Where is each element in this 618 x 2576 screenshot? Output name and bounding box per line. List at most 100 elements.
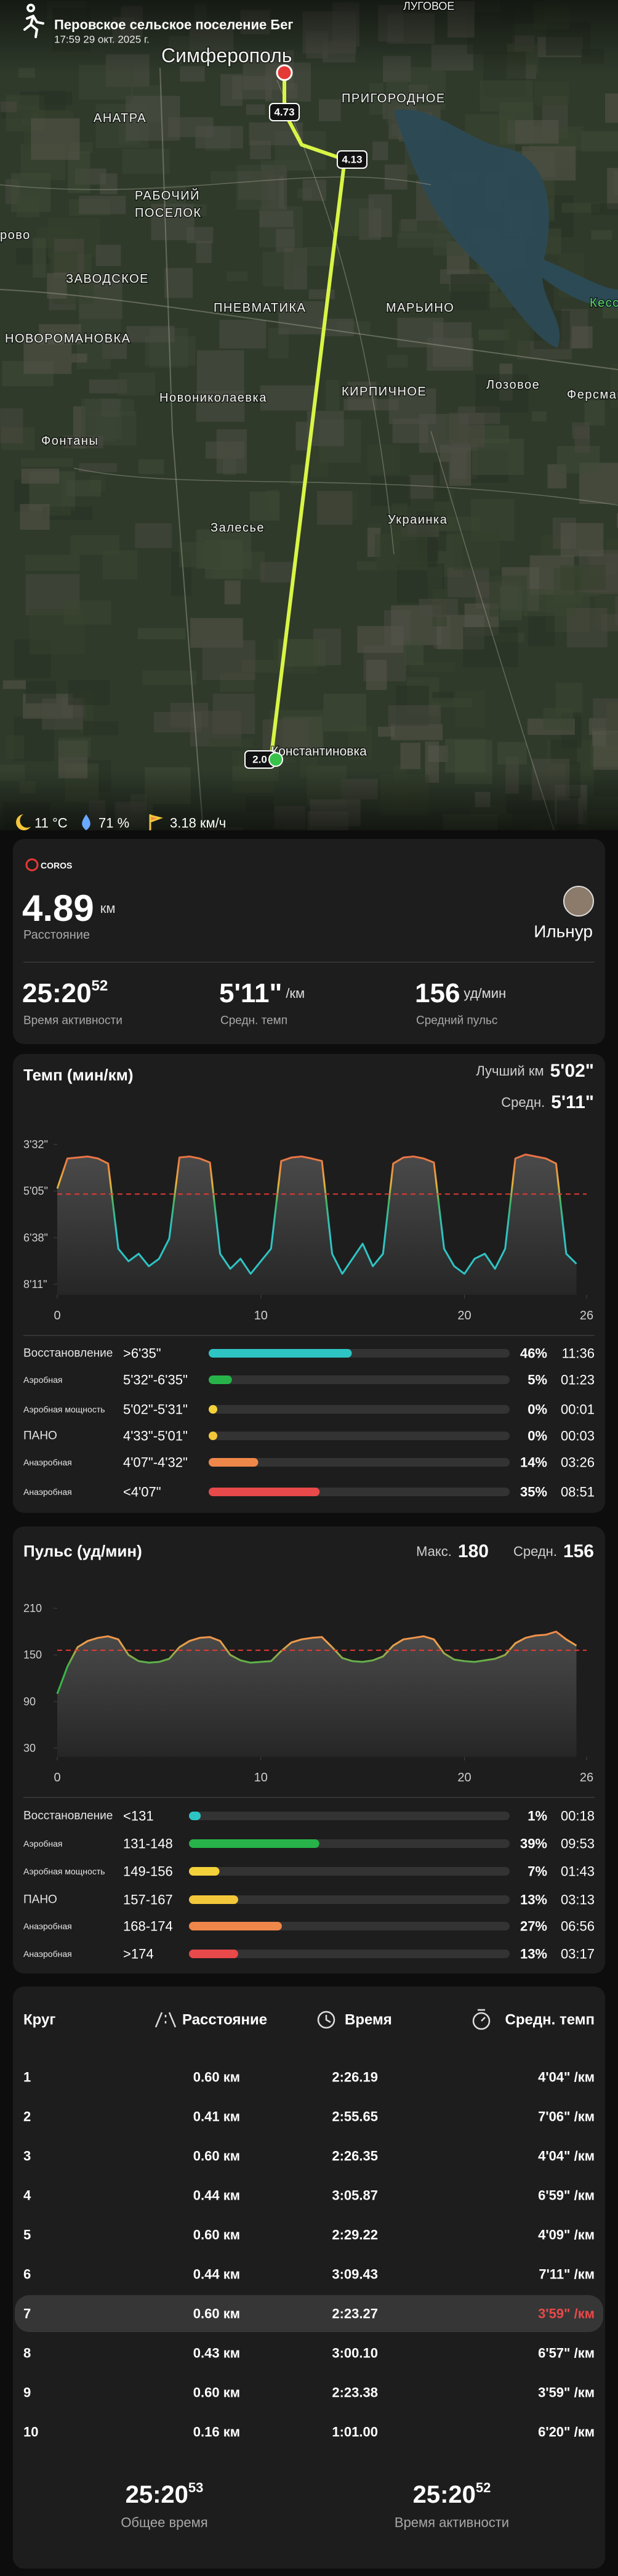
- map-terrain: [607, 168, 618, 209]
- zone-percent: 0%: [528, 1402, 547, 1417]
- lap-number: 9: [23, 2385, 31, 2400]
- active-time-fraction: 52: [92, 978, 108, 994]
- lap-distance: 0.44 км: [193, 2267, 240, 2282]
- zone-range: 5'02"-5'31": [123, 1402, 188, 1417]
- data-line: [56, 1153, 577, 1275]
- zone-time: 09:53: [561, 1836, 595, 1852]
- finish-marker: [268, 752, 283, 767]
- lap-distance: 0.43 км: [193, 2346, 240, 2361]
- map-terrain: [584, 400, 605, 426]
- map-terrain: [431, 698, 473, 708]
- laps-header: Время: [345, 2012, 392, 2028]
- road: [0, 176, 431, 190]
- zone-name: Анаэробная: [23, 1949, 72, 1959]
- map-terrain: [6, 735, 25, 759]
- map-label: КИРПИЧНОЕ: [342, 385, 427, 399]
- zone-name: Анаэробная: [23, 1487, 72, 1497]
- map-terrain: [63, 435, 103, 449]
- lap-pace: 4'04" /км: [538, 2070, 595, 2085]
- map-terrain: [266, 490, 279, 514]
- map-terrain: [455, 690, 485, 727]
- zone-range: >6'35": [123, 1346, 161, 1361]
- x-tick-label: 26: [580, 1771, 593, 1784]
- map-terrain: [374, 533, 428, 570]
- lap-number: 8: [23, 2346, 31, 2361]
- map-terrain: [49, 251, 78, 272]
- road: [430, 431, 555, 830]
- lap-time: 1:01.00: [332, 2424, 378, 2440]
- lap-distance: 0.60 км: [193, 2385, 240, 2400]
- weather-humidity: 71 %: [98, 816, 129, 831]
- zone-time: 00:18: [561, 1808, 595, 1824]
- map-terrain: [475, 374, 529, 413]
- y-tick-label: 3'32": [23, 1138, 48, 1151]
- map-terrain: [260, 562, 295, 583]
- avatar: [563, 886, 594, 917]
- lap-pace: 4'09" /км: [538, 2227, 595, 2243]
- lap-distance: 0.60 км: [193, 2306, 240, 2322]
- active-time-fraction: 52: [476, 2480, 491, 2495]
- map-label: ЛУГОВОЕ: [403, 0, 454, 12]
- route-marker-label: 4.13: [342, 154, 362, 166]
- map-terrain: [81, 399, 122, 439]
- map-terrain: [0, 408, 23, 444]
- road: [0, 289, 618, 370]
- avg-pace-unit: /км: [286, 986, 305, 1001]
- lap-distance: 0.60 км: [193, 2070, 240, 2085]
- lap-pace: 3'59" /км: [538, 2306, 595, 2322]
- map-terrain: [212, 694, 255, 734]
- map-terrain: [387, 355, 408, 368]
- lap-number: 7: [23, 2306, 31, 2322]
- zone-time: 03:26: [561, 1455, 595, 1470]
- map-terrain: [79, 463, 118, 472]
- distance-label: Расстояние: [23, 928, 90, 942]
- map-terrain: [196, 240, 212, 264]
- map-terrain: [593, 698, 618, 732]
- map-terrain: [561, 203, 600, 213]
- map-label: Новониколаевка: [159, 391, 267, 405]
- map-label: ПРИГОРОДНОЕ: [342, 92, 446, 105]
- lap-number: 4: [23, 2188, 31, 2203]
- drop-icon: [82, 814, 90, 830]
- lap-number: 10: [23, 2424, 38, 2440]
- average-value: 5'11": [551, 1092, 594, 1112]
- map-top-shade: [0, 0, 618, 74]
- lap-pace: 6'59" /км: [538, 2188, 595, 2203]
- zone-time: 03:17: [561, 1946, 595, 1962]
- x-tick-label: 0: [54, 1771, 60, 1784]
- map-label: Залесье: [211, 521, 265, 535]
- map: ЛУГОВОЕ Симферополь ПРИГОРОДНОЕ АНАТРА РАБОЧ…: [0, 0, 618, 830]
- lap-time: 3:09.43: [332, 2267, 378, 2282]
- map-label: Константиновка: [271, 745, 367, 759]
- map-terrain: [164, 267, 193, 298]
- total-time-text: 25:2053: [126, 2480, 204, 2509]
- map-terrain: [400, 742, 421, 769]
- zone-time: 01:43: [561, 1864, 595, 1879]
- lap-time: 2:29.22: [332, 2227, 378, 2243]
- activity-date: 17:59 29 окт. 2025 г.: [54, 34, 150, 46]
- zone-time: 06:56: [561, 1919, 595, 1934]
- route-marker-label: 4.73: [274, 107, 294, 118]
- map-terrain: [278, 301, 324, 334]
- zone-name: Аэробная мощность: [23, 1866, 105, 1876]
- map-terrain: [195, 126, 243, 148]
- map-terrain: [449, 412, 485, 448]
- active-time: 25:20: [22, 978, 92, 1008]
- map-terrain: [480, 80, 533, 112]
- y-tick-label: 5'05": [23, 1185, 48, 1197]
- map-terrain: [63, 600, 112, 625]
- map-terrain: [574, 426, 590, 453]
- zone-percent: 14%: [520, 1455, 547, 1470]
- map-terrain: [404, 641, 424, 665]
- zone-range: 5'32"-6'35": [123, 1372, 188, 1388]
- area-fill: [57, 1154, 577, 1295]
- road: [73, 468, 618, 506]
- total-time: 25:20: [126, 2481, 188, 2508]
- zone-time: 01:23: [561, 1372, 595, 1388]
- map-terrain: [478, 329, 509, 341]
- active-time: 25:20: [413, 2481, 476, 2508]
- data-line: [56, 1630, 577, 1695]
- map-terrain: [276, 229, 295, 253]
- zone-range: <4'07": [123, 1484, 161, 1500]
- brand-logo: [25, 858, 39, 872]
